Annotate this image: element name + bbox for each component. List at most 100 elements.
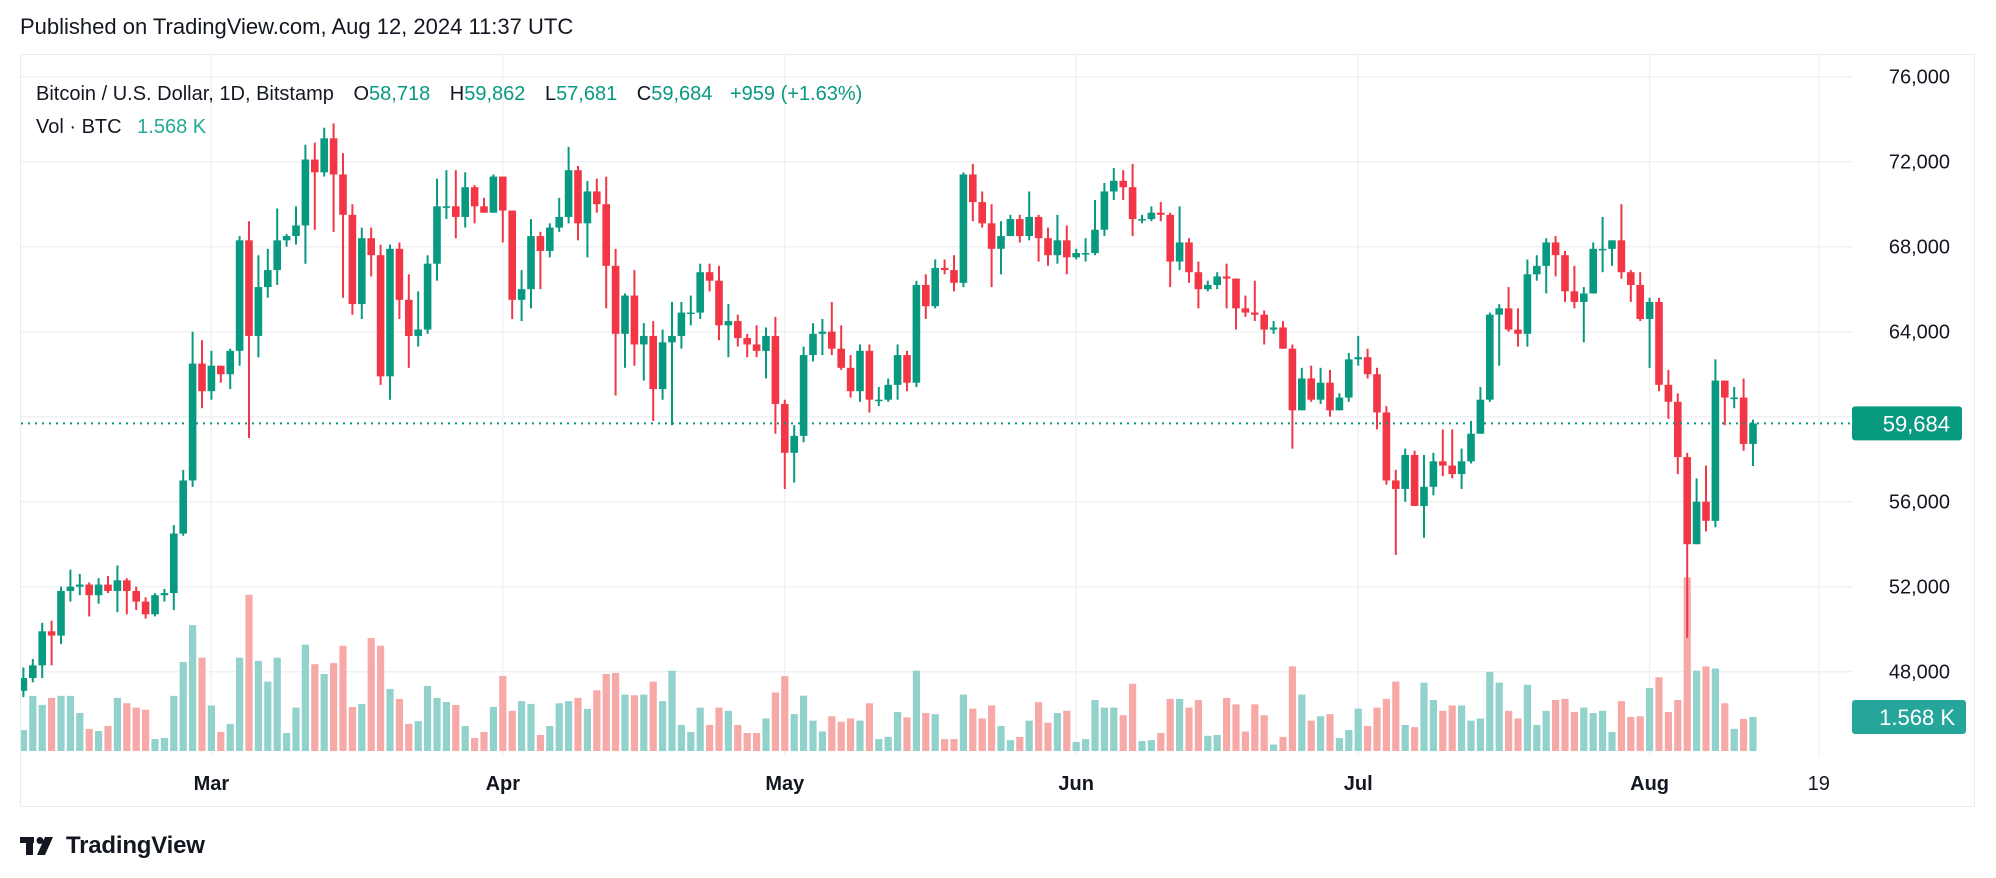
candle xyxy=(950,255,958,292)
candle xyxy=(1598,216,1607,273)
candle-body xyxy=(85,584,93,596)
volume-bar xyxy=(969,708,977,751)
candle xyxy=(546,223,554,258)
candle xyxy=(1749,419,1757,466)
price-tick-label: 48,000 xyxy=(1889,662,1950,684)
candle xyxy=(160,588,169,602)
candle xyxy=(1241,295,1250,317)
volume-bar xyxy=(292,707,300,751)
volume-bar xyxy=(1204,735,1212,751)
candle-body xyxy=(10,691,18,729)
candle xyxy=(85,582,93,617)
candle-body xyxy=(1533,265,1541,275)
candle-body xyxy=(630,295,639,345)
volume-bar xyxy=(1185,707,1193,751)
candle xyxy=(1561,250,1569,302)
candle xyxy=(38,622,46,679)
candle-body xyxy=(743,338,751,345)
candle xyxy=(198,340,206,409)
candle-body xyxy=(752,344,761,351)
volume-bar xyxy=(283,732,291,751)
candle xyxy=(865,344,874,413)
volume-bar xyxy=(518,701,526,751)
volume-bar xyxy=(358,703,366,751)
volume-bar xyxy=(480,731,488,751)
candle-body xyxy=(1598,248,1607,251)
candle-body xyxy=(104,584,112,591)
volume-bar xyxy=(536,734,544,751)
candle xyxy=(997,221,1005,275)
candle xyxy=(113,565,122,613)
candle xyxy=(1467,420,1475,464)
volume-bar xyxy=(104,726,112,751)
candle xyxy=(1382,406,1391,485)
volume-bar xyxy=(377,645,385,751)
candle-body xyxy=(696,272,704,313)
candle-body xyxy=(1561,255,1569,292)
candle xyxy=(1110,168,1118,200)
candle xyxy=(846,355,855,398)
candle-body xyxy=(771,335,780,404)
chart-pane[interactable] xyxy=(20,54,1975,807)
volume-bar xyxy=(1307,720,1315,751)
candle-body xyxy=(311,159,319,173)
candle xyxy=(132,586,140,611)
volume-value: 1.568 K xyxy=(137,116,207,138)
volume-bar xyxy=(1298,694,1306,751)
candle-body xyxy=(386,248,394,377)
candle-body xyxy=(828,331,836,349)
candle-body xyxy=(423,263,432,330)
candle xyxy=(1100,182,1109,237)
candle xyxy=(574,165,582,241)
volume-bar xyxy=(1411,727,1419,751)
candle xyxy=(1683,452,1691,638)
volume-bar xyxy=(1091,700,1099,751)
candle xyxy=(226,348,234,390)
time-tick-label: Jul xyxy=(1344,773,1373,795)
candle-body xyxy=(940,267,949,271)
candle-body xyxy=(1288,348,1297,411)
candle xyxy=(527,219,535,309)
price-tick-label: 68,000 xyxy=(1889,237,1950,259)
candle xyxy=(499,176,507,243)
candle xyxy=(1307,365,1315,402)
candle-body xyxy=(1721,380,1729,398)
volume-bar xyxy=(790,714,798,751)
candle xyxy=(442,170,451,220)
volume-title[interactable]: Vol · BTC xyxy=(36,116,122,138)
candle-body xyxy=(1081,253,1090,255)
candle-body xyxy=(912,284,921,383)
candle xyxy=(1373,367,1381,430)
volume-bar xyxy=(1439,710,1447,751)
volume-bar xyxy=(461,726,469,751)
candle-body xyxy=(1034,216,1043,239)
volume-bar xyxy=(1335,737,1343,751)
candle-body xyxy=(705,272,714,281)
candle-body xyxy=(1110,180,1118,192)
candle xyxy=(621,293,629,368)
volume-bar xyxy=(85,728,93,751)
candle-body xyxy=(1702,501,1710,521)
volume-bar xyxy=(593,690,601,751)
volume-bar xyxy=(724,710,732,751)
candle-body xyxy=(123,580,131,591)
volume-bar xyxy=(123,703,131,751)
candle-body xyxy=(546,227,554,251)
candle-body xyxy=(1523,274,1532,334)
candle-body xyxy=(198,363,206,392)
candle xyxy=(1147,206,1156,222)
candle-body xyxy=(179,480,187,534)
candle-body xyxy=(527,236,535,290)
volume-bar xyxy=(66,695,74,751)
tradingview-logo[interactable]: TradingView xyxy=(20,832,205,860)
candle-body xyxy=(499,176,507,211)
candle xyxy=(1533,255,1541,281)
symbol-title[interactable]: Bitcoin / U.S. Dollar, 1D, Bitstamp xyxy=(36,83,334,105)
candle xyxy=(1298,367,1306,411)
candle xyxy=(1081,238,1090,262)
volume-bar xyxy=(1382,698,1390,751)
candle xyxy=(329,123,338,232)
ohlc-legend-row: Bitcoin / U.S. Dollar, 1D, Bitstamp O58,… xyxy=(36,78,862,111)
candle-body xyxy=(950,270,958,283)
